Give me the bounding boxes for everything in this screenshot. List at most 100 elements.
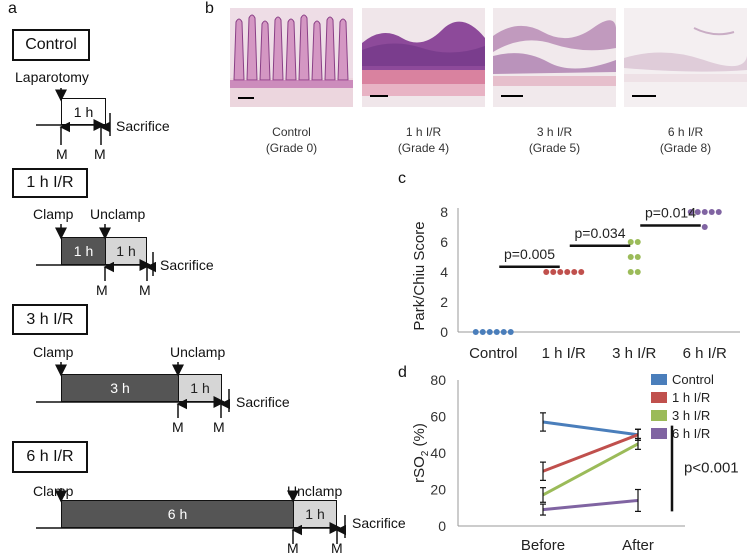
caption-line1: Control	[272, 125, 311, 139]
y-tick-label: 40	[430, 445, 446, 461]
rso2-chart: 0 20 40 60 80 Before After rSO2 (%) Control 1 h I…	[411, 372, 739, 554]
ir6-m1-label: M	[287, 540, 299, 556]
x-tick-label: Control	[469, 345, 517, 362]
ir1-m2-label: M	[139, 282, 151, 298]
series-line	[542, 442, 639, 497]
legend-label: 6 h I/R	[672, 426, 710, 441]
data-point	[543, 269, 550, 275]
ir1-clamp-label: Clamp	[33, 206, 74, 222]
y-tick-label: 2	[440, 294, 448, 310]
histology-caption-6h: 6 h I/R (Grade 8)	[624, 124, 747, 156]
x-tick-label: Before	[521, 537, 565, 554]
histology-image-control	[230, 8, 353, 107]
y-tick-label: 6	[440, 234, 448, 250]
p-value-label: p=0.005	[504, 246, 555, 262]
park-chiu-score-chart: 0 2 4 6 8 Control 1 h I/R 3 h I/R 6 h I/R Park/Ch…	[411, 204, 740, 362]
data-point	[634, 269, 641, 275]
y-axis-title: Park/Chiu Score	[411, 221, 428, 330]
series-line	[542, 498, 639, 512]
data-point	[578, 269, 585, 275]
y-tick-label: 80	[430, 372, 446, 388]
laparotomy-label: Laparotomy	[15, 69, 89, 85]
ir1-sacrifice-label: Sacrifice	[160, 257, 214, 273]
ir3-m2-label: M	[213, 419, 225, 435]
caption-line2: (Grade 0)	[265, 141, 318, 155]
data-point	[701, 209, 708, 215]
y-axis-title: rSO2 (%)	[411, 423, 431, 483]
data-point	[715, 209, 722, 215]
data-point	[486, 329, 493, 335]
ir1-m1-label: M	[96, 282, 108, 298]
caption-line2: (Grade 5)	[528, 141, 581, 155]
control-title-box: Control	[12, 29, 90, 61]
ir3-clamp-block: 3 h	[61, 374, 179, 402]
caption-line1: 3 h I/R	[536, 125, 573, 139]
panel-b-label: b	[205, 0, 214, 17]
y-tick-label: 0	[438, 518, 446, 534]
data-point	[507, 329, 514, 335]
ir1-clamp-block: 1 h	[61, 237, 106, 265]
x-tick-label: 1 h I/R	[542, 345, 586, 362]
data-point	[701, 224, 708, 230]
ir6-title-box: 6 h I/R	[12, 441, 88, 473]
y-tick-label: 0	[440, 324, 448, 340]
legend-label: 1 h I/R	[672, 390, 710, 405]
data-point	[500, 329, 507, 335]
x-tick-label: After	[622, 537, 654, 554]
data-point	[550, 269, 557, 275]
data-point	[557, 269, 564, 275]
control-m1-label: M	[56, 146, 68, 162]
data-point	[634, 239, 641, 245]
caption-line1: 1 h I/R	[405, 125, 442, 139]
legend-label: Control	[672, 372, 714, 387]
ir6-unclamp-label: Unclamp	[287, 483, 343, 499]
data-point	[571, 269, 578, 275]
control-1h-block: 1 h	[61, 98, 106, 125]
ir3-unclamp-label: Unclamp	[170, 344, 226, 360]
data-point	[627, 239, 634, 245]
legend-swatch	[651, 410, 667, 421]
control-sacrifice-label: Sacrifice	[116, 118, 170, 134]
y-tick-label: 8	[440, 204, 448, 220]
series-line	[542, 420, 639, 437]
p-value-label: p=0.034	[575, 225, 626, 241]
p-value-label: p<0.001	[684, 460, 739, 477]
caption-line2: (Grade 8)	[659, 141, 712, 155]
legend-label: 3 h I/R	[672, 408, 710, 423]
y-tick-label: 60	[430, 409, 446, 425]
ir3-clamp-label: Clamp	[33, 344, 74, 360]
ir3-title-box: 3 h I/R	[12, 304, 88, 335]
data-point	[634, 254, 641, 260]
data-point	[627, 254, 634, 260]
y-tick-label: 4	[440, 264, 448, 280]
histology-image-6h	[624, 8, 747, 107]
timeline-axes	[36, 88, 346, 544]
p-value-label: p=0.014	[645, 205, 696, 221]
legend-swatch	[651, 392, 667, 403]
data-point	[627, 269, 634, 275]
data-point	[694, 209, 701, 215]
ir6-m2-label: M	[331, 540, 343, 556]
data-point	[479, 329, 486, 335]
histology-caption-control: Control (Grade 0)	[230, 124, 353, 156]
panel-c-label: c	[398, 170, 406, 187]
y-tick-label: 20	[430, 482, 446, 498]
data-point	[493, 329, 500, 335]
histology-caption-3h: 3 h I/R (Grade 5)	[493, 124, 616, 156]
histology-caption-1h: 1 h I/R (Grade 4)	[362, 124, 485, 156]
histology-image-1h	[362, 8, 485, 107]
data-point	[564, 269, 571, 275]
ir1-title-box: 1 h I/R	[12, 168, 88, 198]
x-tick-label: 3 h I/R	[612, 345, 656, 362]
ir6-sacrifice-label: Sacrifice	[352, 515, 406, 531]
ir3-m1-label: M	[172, 419, 184, 435]
ir3-sacrifice-label: Sacrifice	[236, 394, 290, 410]
series-line	[542, 433, 639, 473]
legend-swatch	[651, 374, 667, 385]
x-tick-label: 6 h I/R	[683, 345, 727, 362]
caption-line1: 6 h I/R	[667, 125, 704, 139]
data-point	[472, 329, 479, 335]
data-point	[687, 209, 694, 215]
control-m2-label: M	[94, 146, 106, 162]
data-point	[708, 209, 715, 215]
